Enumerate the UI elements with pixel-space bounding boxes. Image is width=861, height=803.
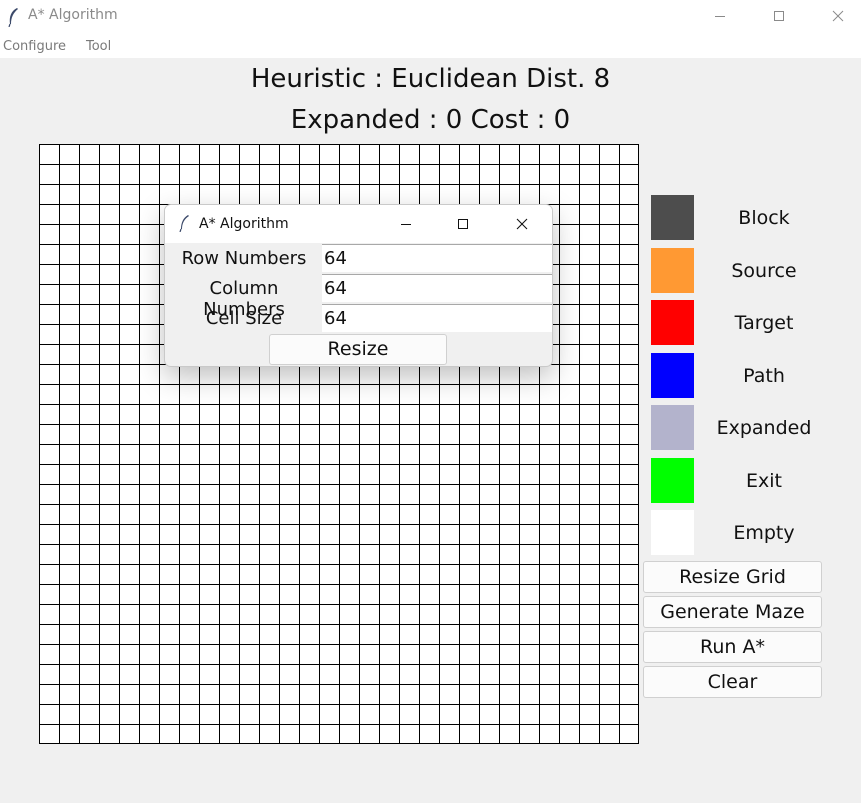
close-icon [832, 10, 844, 22]
legend-swatch [651, 510, 694, 555]
legend-swatch [651, 352, 694, 398]
legend-label: Expanded [716, 417, 812, 439]
maximize-icon [458, 219, 468, 229]
legend-item-path: Path [651, 352, 851, 398]
row-numbers-input[interactable] [322, 244, 552, 272]
minimize-button[interactable] [697, 0, 743, 32]
dialog-close-button[interactable] [502, 208, 542, 240]
run-astar-button[interactable]: Run A* [643, 631, 822, 663]
legend-label: Empty [733, 522, 795, 544]
legend-item-target: Target [651, 300, 851, 345]
feather-icon [8, 8, 18, 27]
generate-maze-button[interactable]: Generate Maze [643, 596, 822, 628]
heuristic-label: Heuristic : Euclidean Dist. 8 [250, 64, 611, 94]
legend-label: Path [743, 364, 785, 387]
menu-tool[interactable]: Tool [86, 39, 112, 54]
legend-item-empty: Empty [651, 510, 851, 555]
stats-label: Expanded : 0 Cost : 0 [290, 105, 571, 135]
legend-item-source: Source [651, 247, 851, 293]
window-title: A* Algorithm [28, 7, 118, 23]
close-icon [516, 218, 528, 230]
dialog-maximize-button[interactable] [443, 208, 483, 240]
legend-swatch [651, 405, 694, 450]
dialog-title: A* Algorithm [199, 216, 289, 232]
menu-configure[interactable]: Configure [3, 39, 67, 54]
resize-dialog: A* Algorithm Row Numbers Column Numbers … [164, 204, 553, 367]
legend-label: Block [738, 207, 790, 229]
legend-item-block: Block [651, 195, 851, 240]
legend-label: Target [734, 312, 794, 334]
maximize-icon [774, 11, 784, 21]
legend-label: Source [731, 259, 797, 282]
minimize-icon [401, 224, 411, 225]
legend-swatch [651, 457, 694, 503]
legend-item-exit: Exit [651, 457, 851, 503]
close-button[interactable] [815, 0, 861, 32]
dialog-titlebar: A* Algorithm [165, 205, 552, 243]
window-titlebar: A* Algorithm [0, 0, 861, 34]
cell-size-label: Cell Size [205, 308, 283, 329]
column-numbers-label: Column Numbers [203, 278, 285, 320]
cell-size-input[interactable] [322, 304, 552, 332]
resize-button[interactable]: Resize [269, 334, 447, 365]
row-numbers-label: Row Numbers [181, 248, 307, 269]
feather-icon [179, 215, 189, 232]
resize-grid-button[interactable]: Resize Grid [643, 561, 822, 593]
dialog-minimize-button[interactable] [386, 208, 426, 240]
legend-item-expanded: Expanded [651, 405, 851, 450]
legend-swatch [651, 195, 694, 240]
column-numbers-input[interactable] [322, 274, 552, 302]
legend-swatch [651, 300, 694, 345]
maximize-button[interactable] [756, 0, 802, 32]
menu-bar: Configure Tool [0, 34, 861, 58]
legend-label: Exit [746, 469, 782, 492]
legend-swatch [651, 247, 694, 293]
clear-button[interactable]: Clear [643, 666, 822, 698]
minimize-icon [715, 16, 725, 17]
